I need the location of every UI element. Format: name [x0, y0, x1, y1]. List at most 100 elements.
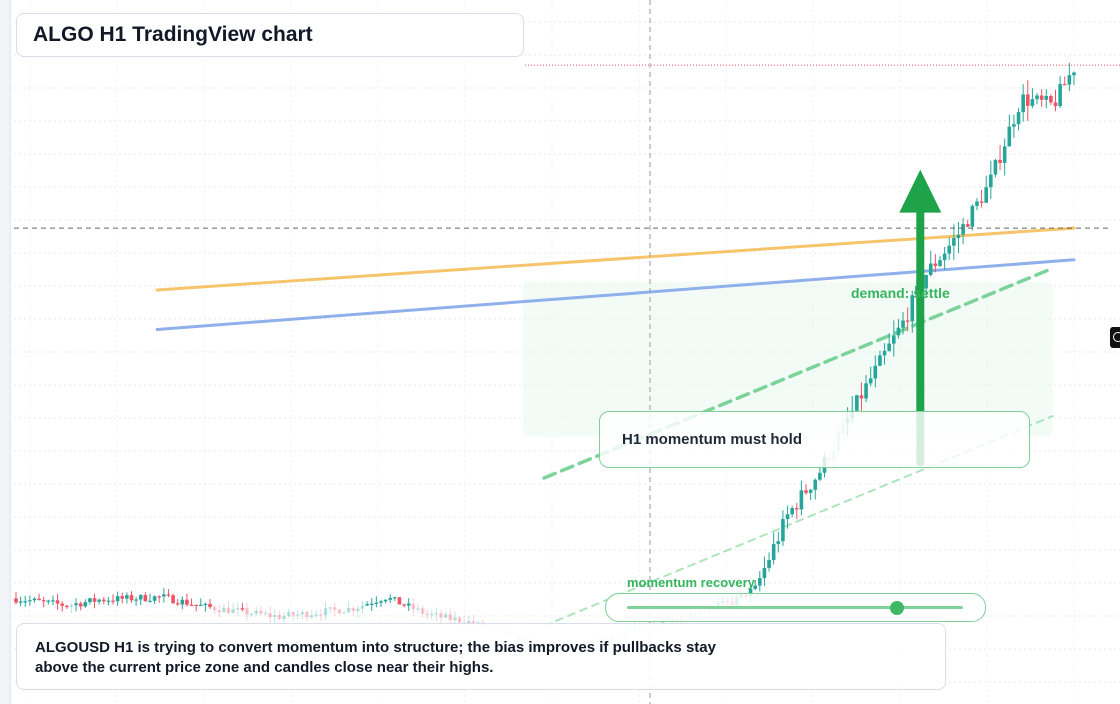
candle-body [430, 614, 434, 616]
candle-body [1002, 146, 1007, 163]
candle-body [924, 275, 928, 289]
candle-body [199, 604, 203, 607]
candle-body [785, 514, 790, 520]
candle-body [194, 604, 198, 606]
candle-body [134, 599, 138, 601]
candle-body [291, 612, 295, 616]
candle-body [453, 617, 457, 620]
slider-track [627, 606, 963, 609]
candle-body [989, 174, 993, 188]
candle-body [970, 205, 975, 227]
candle-body [1012, 124, 1016, 127]
candle-body [300, 612, 305, 615]
slider-thumb[interactable] [890, 601, 905, 615]
candle-body [203, 603, 208, 606]
candle-body [83, 602, 88, 607]
candle-body [342, 612, 346, 614]
candle-body [37, 598, 41, 601]
candle-body [1053, 102, 1058, 107]
candle-body [263, 613, 268, 615]
candle-body [393, 597, 397, 599]
candle-body [18, 601, 23, 603]
candle-body [235, 608, 240, 610]
demand-settle-label: demand: settle [851, 285, 950, 301]
candle-body [305, 612, 309, 618]
candle-body [383, 599, 388, 602]
candle-body [873, 365, 878, 379]
candle-body [245, 608, 249, 615]
summary-line-2: above the current price zone and candles… [35, 659, 494, 676]
candle-body [984, 187, 988, 203]
candle-body [402, 604, 406, 606]
candle-body [771, 544, 776, 561]
summary-line-1: ALGOUSD H1 is trying to convert momentum… [35, 639, 716, 656]
candle-body [979, 201, 984, 203]
candle-body [175, 603, 180, 605]
candle-body [406, 603, 411, 606]
candle-body [864, 383, 868, 399]
price-scale-tag[interactable] [1110, 327, 1120, 348]
candle-body [1062, 84, 1067, 86]
candle-body [767, 560, 771, 568]
candle-body [171, 595, 175, 604]
candle-body [758, 578, 762, 586]
candle-body [379, 601, 383, 603]
candle-body [457, 617, 462, 623]
candle-body [933, 263, 938, 266]
candle-body [356, 608, 360, 612]
candle-body [185, 599, 189, 605]
candle-body [910, 295, 915, 322]
candle-body [286, 612, 291, 617]
candle-body [231, 609, 235, 614]
candle-body [748, 588, 753, 597]
candle-body [254, 610, 259, 614]
candle-body [882, 350, 887, 356]
candle-body [217, 610, 222, 613]
candle-body [942, 253, 947, 261]
candle-body [97, 599, 101, 602]
candle-body [240, 608, 245, 610]
candle-body [32, 598, 37, 601]
candle-body [74, 603, 78, 606]
candle-body [259, 610, 263, 614]
candle-body [249, 613, 254, 616]
clock-icon [1113, 332, 1120, 342]
candle-body [166, 594, 171, 596]
candle-body [148, 600, 152, 603]
candle-body [332, 607, 337, 610]
candle-body [952, 238, 956, 246]
candle-body [374, 602, 379, 604]
candle-body [277, 615, 282, 619]
candle-body [776, 541, 781, 545]
candle-body [296, 614, 300, 616]
candle-body [337, 609, 342, 614]
candle-body [1025, 94, 1030, 106]
candle-body [878, 355, 882, 366]
candle-body [272, 615, 277, 617]
candle-body [947, 245, 952, 254]
candle-body [859, 395, 864, 399]
candle-body [51, 600, 55, 602]
chart-title: ALGO H1 TradingView chart [16, 13, 524, 57]
candle-body [425, 613, 429, 615]
candle-body [818, 472, 822, 480]
candle-body [120, 596, 125, 599]
candle-body [268, 613, 272, 617]
candle-body [1049, 95, 1053, 103]
crosshair [14, 0, 1120, 704]
candle-body [781, 519, 785, 542]
candle-body [901, 320, 905, 328]
candle-body [388, 598, 393, 600]
candle-body [180, 599, 185, 605]
trend-line [155, 226, 1076, 292]
candle-body [938, 260, 942, 266]
candle-body [69, 605, 74, 607]
candle-body [346, 607, 351, 613]
candle-body [896, 327, 901, 336]
momentum-slider[interactable] [605, 593, 986, 622]
candle-body [790, 508, 794, 515]
candle-body [855, 395, 859, 411]
candle-body [88, 598, 92, 603]
candle-body [1016, 112, 1021, 125]
candle-body [101, 599, 106, 602]
